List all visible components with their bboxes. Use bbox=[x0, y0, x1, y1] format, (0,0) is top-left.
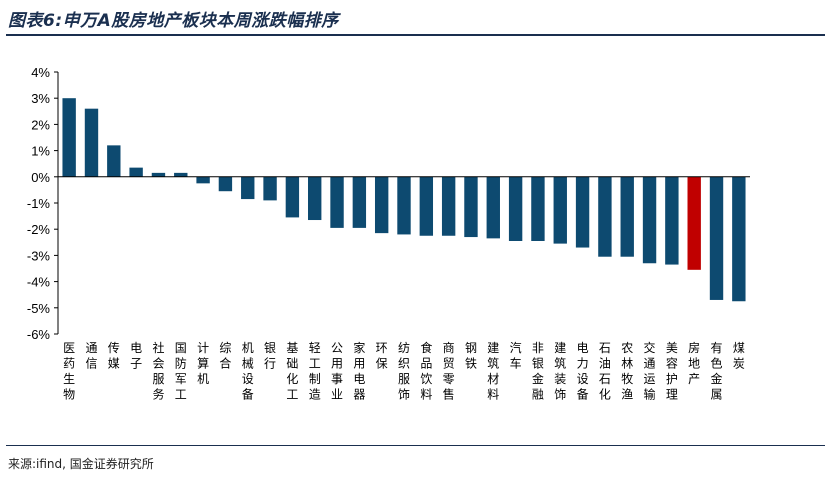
x-tick-label: 纺织服饰 bbox=[398, 341, 410, 402]
y-axis: 4% 3% 2% 1% 0% -1% -2% -3% -4% -5% -6% bbox=[27, 65, 59, 342]
x-tick-label: 非银金融 bbox=[532, 341, 544, 402]
x-tick-label: 食品饮料 bbox=[420, 340, 432, 402]
bar bbox=[642, 176, 657, 264]
bar bbox=[174, 172, 188, 177]
y-tick-label: -2% bbox=[27, 222, 51, 237]
x-tick-label: 房地产 bbox=[688, 340, 700, 386]
figure-title: 图表6:申万A股房地产板块本周涨跌幅排序 bbox=[8, 11, 339, 31]
bar bbox=[732, 176, 746, 302]
bar bbox=[419, 176, 434, 236]
bar bbox=[397, 176, 411, 235]
bar bbox=[464, 176, 478, 238]
bar bbox=[598, 176, 612, 257]
x-tick-label: 煤炭 bbox=[733, 341, 745, 371]
bar-chart: 4% 3% 2% 1% 0% -1% -2% -3% -4% -5% -6% 医药生物通信传媒电子社… bbox=[27, 65, 750, 402]
x-tick-label: 美容护理 bbox=[666, 341, 678, 402]
x-tick-label: 机械设备 bbox=[242, 341, 254, 402]
bar bbox=[241, 176, 255, 200]
x-tick-label: 医药生物 bbox=[63, 341, 75, 402]
x-tick-label: 基础化工 bbox=[286, 341, 298, 402]
bar bbox=[352, 176, 367, 228]
bar bbox=[129, 167, 143, 177]
x-tick-label: 公用事业 bbox=[331, 341, 343, 402]
x-tick-label: 社会服务 bbox=[152, 340, 164, 402]
x-tick-label: 通信 bbox=[85, 341, 97, 371]
x-tick-label: 商贸零售 bbox=[443, 340, 455, 402]
source-divider bbox=[6, 445, 825, 446]
bar bbox=[330, 176, 344, 228]
x-tick-labels: 医药生物通信传媒电子社会服务国防军工计算机综合机械设备银行基础化工轻工制造公用事… bbox=[63, 340, 745, 402]
x-tick-label: 计算机 bbox=[197, 341, 209, 386]
x-tick-label: 汽车 bbox=[510, 340, 522, 371]
bar bbox=[553, 176, 567, 244]
x-tick-label: 建筑装饰 bbox=[554, 341, 566, 402]
x-tick-label: 有色金属 bbox=[711, 341, 723, 402]
x-tick-label: 国防军工 bbox=[175, 341, 187, 402]
bar bbox=[575, 176, 590, 248]
bar bbox=[196, 176, 210, 184]
bar bbox=[62, 98, 76, 177]
x-tick-label: 综合 bbox=[219, 341, 231, 371]
bar bbox=[84, 108, 99, 177]
bar bbox=[374, 176, 389, 234]
bar bbox=[263, 176, 277, 201]
y-tick-label: 2% bbox=[31, 117, 50, 132]
y-tick-label: 3% bbox=[31, 91, 50, 106]
y-tick-label: -1% bbox=[27, 196, 51, 211]
x-tick-label: 轻工制造 bbox=[309, 341, 321, 402]
y-tick-label: -5% bbox=[27, 301, 51, 316]
x-tick-label: 电力设备 bbox=[577, 341, 589, 402]
y-tick-label: 1% bbox=[31, 144, 50, 159]
source-note: 来源:ifind, 国金证券研究所 bbox=[8, 457, 154, 471]
bar bbox=[107, 145, 121, 177]
bar bbox=[218, 176, 233, 192]
bar bbox=[308, 176, 322, 221]
x-tick-label: 电子 bbox=[130, 341, 142, 371]
bar bbox=[620, 176, 634, 257]
bar bbox=[285, 176, 300, 218]
x-tick-label: 交通运输 bbox=[644, 340, 656, 402]
bar bbox=[508, 176, 523, 241]
x-tick-label: 家用电器 bbox=[353, 340, 365, 402]
bar bbox=[486, 176, 500, 239]
x-tick-label: 传媒 bbox=[108, 340, 120, 371]
y-tick-label: -6% bbox=[27, 327, 51, 342]
x-tick-label: 银行 bbox=[264, 341, 276, 371]
title-divider bbox=[6, 34, 825, 36]
bars bbox=[62, 98, 746, 302]
bar bbox=[687, 176, 701, 270]
x-tick-label: 钢铁 bbox=[465, 341, 477, 371]
x-tick-label: 建筑材料 bbox=[487, 341, 499, 402]
bar bbox=[441, 176, 456, 236]
x-tick-label: 农林牧渔 bbox=[621, 341, 633, 402]
x-tick-label: 石油石化 bbox=[599, 341, 611, 402]
bar bbox=[531, 176, 545, 241]
y-tick-label: -3% bbox=[27, 248, 51, 263]
bar bbox=[709, 176, 724, 300]
x-tick-label: 环保 bbox=[376, 341, 388, 371]
bar bbox=[151, 172, 166, 177]
y-tick-label: 0% bbox=[31, 170, 50, 185]
y-tick-label: 4% bbox=[31, 65, 50, 80]
bar bbox=[665, 176, 679, 265]
y-tick-label: -4% bbox=[27, 275, 51, 290]
